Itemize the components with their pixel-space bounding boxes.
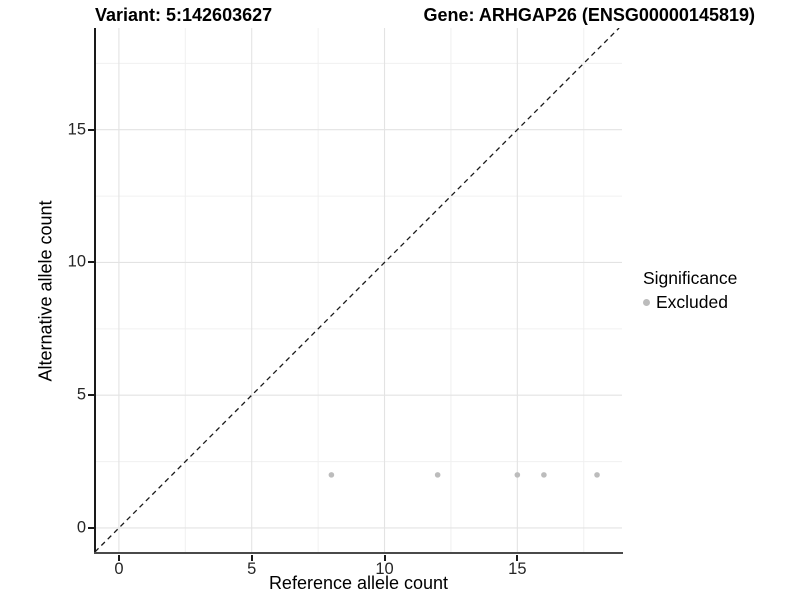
x-tick-label: 15 xyxy=(508,560,527,578)
x-axis-title: Reference allele count xyxy=(268,573,449,593)
identity-dashed-line xyxy=(95,28,620,553)
data-point xyxy=(328,472,335,478)
plot-title-gene: Gene: ARHGAP26 (ENSG00000145819) xyxy=(423,5,756,25)
y-axis-tick xyxy=(88,261,94,264)
y-axis-title: Alternative allele count xyxy=(35,200,56,382)
x-tick-label: 5 xyxy=(247,560,257,578)
plot-title-variant: Variant: 5:142603627 xyxy=(95,5,273,25)
data-point xyxy=(594,472,600,478)
y-axis-line xyxy=(94,28,96,554)
x-axis-line xyxy=(94,552,623,555)
x-axis-tick xyxy=(516,555,519,561)
x-axis-tick xyxy=(250,555,253,561)
legend-item-excluded: Excluded xyxy=(643,292,737,313)
x-axis-tick xyxy=(383,555,386,561)
legend-point-icon xyxy=(643,299,650,306)
data-point xyxy=(541,472,547,478)
scatter-plot-area xyxy=(95,28,622,554)
plot-panel xyxy=(95,28,622,554)
legend-item-label: Excluded xyxy=(656,292,728,312)
x-tick-label: 0 xyxy=(114,560,124,578)
x-axis-tick xyxy=(117,555,120,561)
y-tick-label: 10 xyxy=(67,252,86,271)
data-point xyxy=(434,472,441,478)
y-axis-tick xyxy=(88,394,94,397)
y-tick-label: 5 xyxy=(76,385,86,404)
y-axis-tick xyxy=(88,128,94,131)
y-tick-label: 15 xyxy=(67,120,86,139)
x-tick-label: 10 xyxy=(375,560,394,578)
y-axis-tick xyxy=(88,526,94,529)
legend: Significance Excluded xyxy=(643,268,737,313)
y-tick-label: 0 xyxy=(76,518,86,537)
legend-title: Significance xyxy=(643,268,738,288)
data-point xyxy=(514,472,521,478)
